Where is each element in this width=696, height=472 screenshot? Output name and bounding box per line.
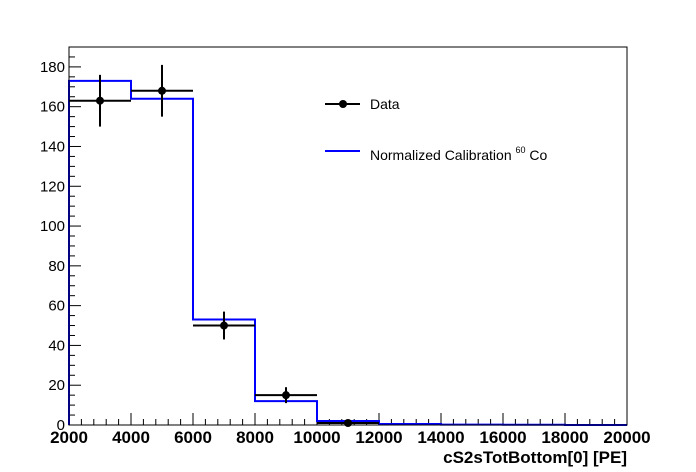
data-point-group bbox=[131, 64, 193, 117]
y-tick-label: 60 bbox=[48, 298, 65, 315]
data-point bbox=[344, 419, 352, 428]
data-point bbox=[282, 391, 290, 400]
x-tick-label: 10000 bbox=[293, 428, 340, 447]
y-axis-ticks bbox=[69, 46, 81, 426]
y-axis-tick-labels: 0 20 40 60 80 100 120 140 160 180 bbox=[40, 59, 65, 434]
y-tick-label: 160 bbox=[40, 99, 65, 116]
x-tick-label: 12000 bbox=[355, 428, 402, 447]
calibration-step-histogram bbox=[68, 79, 627, 426]
y-tick-label: 140 bbox=[40, 138, 65, 155]
data-point-group bbox=[255, 387, 317, 404]
legend-data-label: Data bbox=[370, 96, 400, 112]
x-tick-label: 8000 bbox=[236, 428, 274, 447]
y-tick-label: 20 bbox=[48, 377, 65, 394]
x-tick-label: 20000 bbox=[603, 428, 650, 447]
legend-calibration-label: Normalized Calibration 60 Co bbox=[370, 140, 548, 163]
x-tick-label: 18000 bbox=[541, 428, 588, 447]
data-point bbox=[220, 321, 228, 330]
x-tick-label: 6000 bbox=[174, 428, 212, 447]
y-tick-label: 40 bbox=[48, 337, 65, 354]
data-point bbox=[96, 96, 104, 105]
x-axis-tick-labels: 2000 4000 6000 8000 10000 12000 14000 16000 1800… bbox=[50, 428, 651, 447]
x-tick-label: 4000 bbox=[112, 428, 150, 447]
data-point-group bbox=[69, 74, 131, 127]
y-tick-label: 80 bbox=[48, 258, 65, 275]
y-tick-label: 100 bbox=[40, 218, 65, 235]
data-point bbox=[158, 86, 166, 95]
legend: Data Normalized Calibration 60 Co bbox=[325, 96, 548, 163]
y-tick-label: 120 bbox=[40, 178, 65, 195]
plot-area bbox=[68, 64, 627, 428]
plot-frame bbox=[68, 46, 628, 426]
y-tick-label: 180 bbox=[40, 59, 65, 76]
x-tick-label: 2000 bbox=[50, 428, 88, 447]
y-tick-label: 0 bbox=[57, 417, 65, 434]
legend-calibration-name: Normalized Calibration bbox=[370, 147, 512, 163]
legend-calibration-suffix: Co bbox=[529, 147, 547, 163]
legend-data-marker bbox=[339, 100, 347, 108]
data-point-group bbox=[193, 311, 255, 340]
x-tick-label: 14000 bbox=[417, 428, 464, 447]
legend-calibration-superscript: 60 bbox=[516, 145, 526, 155]
x-tick-label: 16000 bbox=[479, 428, 526, 447]
x-axis-title: cS2sTotBottom[0] [PE] bbox=[443, 448, 627, 467]
